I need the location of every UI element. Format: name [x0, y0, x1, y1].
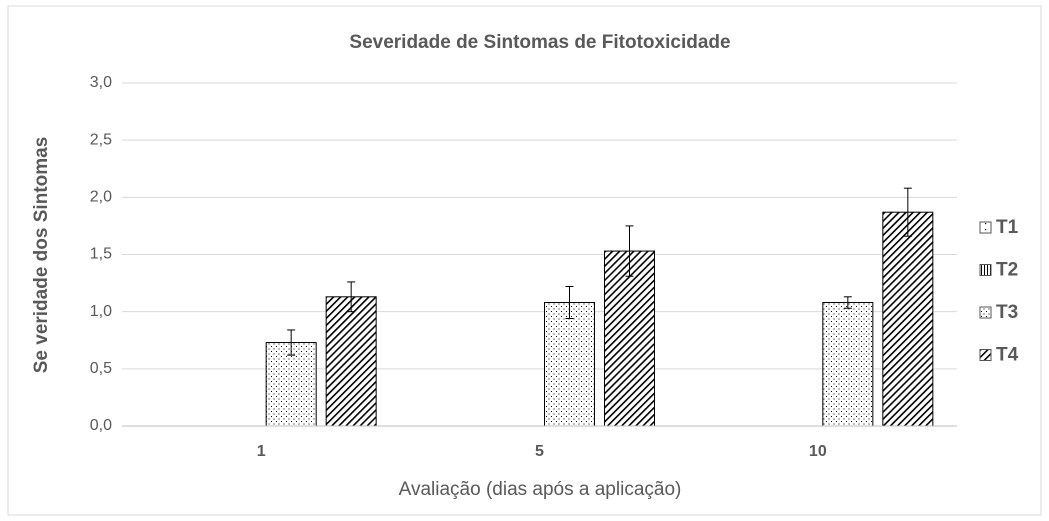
legend-swatch	[979, 306, 992, 319]
y-axis-label: Se veridade dos Sintomas	[31, 137, 52, 374]
bar	[265, 342, 317, 427]
x-tick-label: 10	[809, 443, 827, 460]
y-tick-label: 3,0	[90, 74, 112, 91]
y-tick-label: 1,5	[90, 246, 112, 263]
bar	[822, 302, 874, 427]
bar	[544, 302, 595, 427]
bar	[882, 211, 934, 427]
bar	[604, 250, 655, 427]
chart-border	[7, 5, 1042, 516]
y-tick-label: 0,0	[90, 417, 112, 434]
chart-title: Severidade de Sintomas de Fitotoxicidade	[349, 32, 730, 53]
legend-label: T3	[996, 302, 1018, 323]
bar	[325, 296, 377, 427]
x-tick-label: 5	[535, 443, 544, 460]
y-tick-label: 2,5	[90, 131, 112, 148]
x-axis-label: Avaliação (dias após a aplicação)	[399, 479, 682, 500]
x-tick-label: 1	[257, 443, 266, 460]
y-tick-label: 2,0	[90, 189, 112, 206]
y-tick-label: 0,5	[90, 360, 112, 377]
legend-swatch	[979, 221, 992, 234]
legend-swatch	[979, 264, 992, 276]
legend-label: T4	[996, 345, 1019, 366]
legend-swatch	[979, 349, 992, 361]
legend-label: T2	[996, 260, 1018, 281]
y-tick-label: 1,0	[90, 303, 112, 320]
legend-label: T1	[996, 217, 1019, 238]
